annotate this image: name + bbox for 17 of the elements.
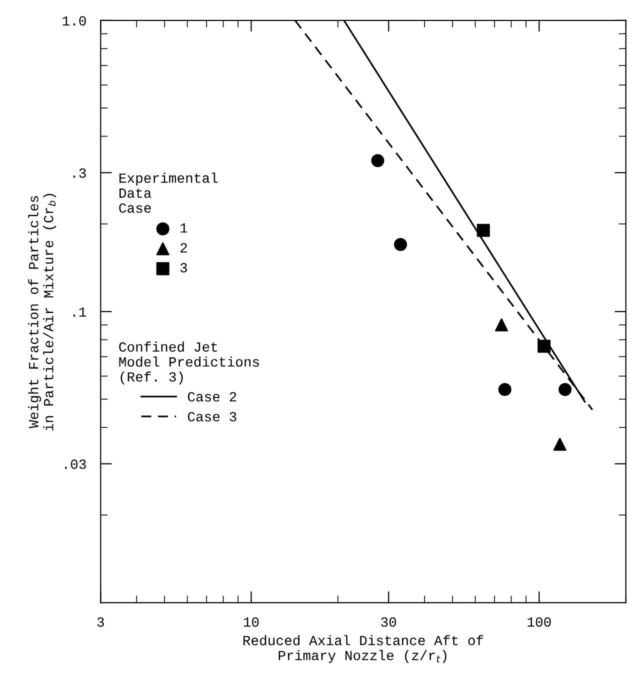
legend-label: Case 3 xyxy=(188,412,236,422)
y-tick-label: .03 xyxy=(65,460,86,469)
x-tick-label: 10 xyxy=(244,617,259,627)
x-tick-label: 3 xyxy=(97,617,104,627)
legend-label: 2 xyxy=(180,243,187,252)
x-axis-title: Reduced Axial Distance Aft of Primary Nozzle (z/r$_{t}$) xyxy=(243,635,484,663)
legend-label: 1 xyxy=(180,223,188,233)
legend-title: Experimental Data Case xyxy=(119,172,218,213)
x-tick-label: 100 xyxy=(528,617,551,627)
annotation: Confined Jet Model Predictions (Ref. 3) xyxy=(119,342,259,384)
legend-label: Case 2 xyxy=(188,392,236,402)
y-axis-title: Weight Fraction of Particles in Particle/Air Mixture (Cr$_{b}$) xyxy=(28,194,56,431)
legend-label: 3 xyxy=(180,263,187,272)
y-tick-label: .1 xyxy=(73,307,86,317)
x-tick-label: 30 xyxy=(381,617,396,627)
y-tick-label: 1.0 xyxy=(62,16,86,26)
y-tick-label: .3 xyxy=(73,168,86,178)
